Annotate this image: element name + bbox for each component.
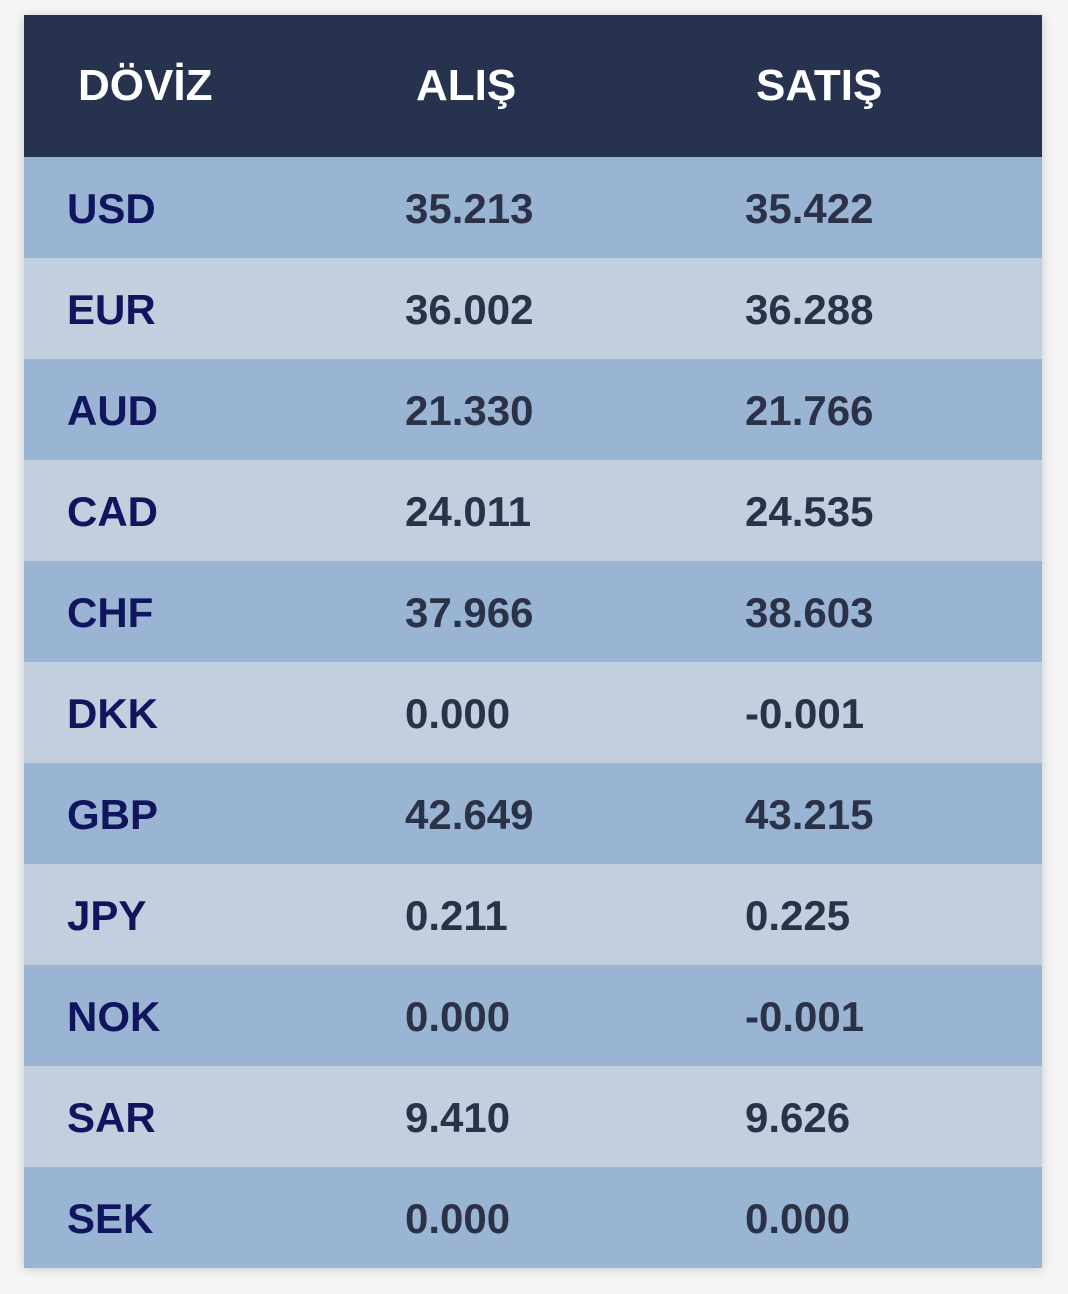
sell-rate: -0.001 <box>745 993 865 1040</box>
exchange-rate-table: DÖVİZ ALIŞ SATIŞ USD 35.213 35.422 EUR 3… <box>24 15 1042 1268</box>
buy-rate: 0.000 <box>405 1195 511 1242</box>
currency-code: JPY <box>67 892 147 939</box>
sell-rate: 38.603 <box>745 589 874 636</box>
table-row: JPY 0.211 0.225 <box>24 864 1042 965</box>
currency-code: CAD <box>67 488 158 535</box>
currency-code: USD <box>67 185 156 232</box>
header-sell: SATIŞ <box>756 61 883 110</box>
table-row: GBP 42.649 43.215 <box>24 763 1042 864</box>
currency-code: NOK <box>67 993 161 1040</box>
header-currency: DÖVİZ <box>78 61 213 110</box>
table-row: DKK 0.000 -0.001 <box>24 662 1042 763</box>
currency-code: EUR <box>67 286 156 333</box>
table-row: CHF 37.966 38.603 <box>24 561 1042 662</box>
currency-code: AUD <box>67 387 158 434</box>
table-row: USD 35.213 35.422 <box>24 157 1042 258</box>
header-buy: ALIŞ <box>416 61 517 110</box>
buy-rate: 35.213 <box>405 185 534 232</box>
sell-rate: -0.001 <box>745 690 865 737</box>
table-row: NOK 0.000 -0.001 <box>24 965 1042 1066</box>
buy-rate: 21.330 <box>405 387 534 434</box>
currency-code: DKK <box>67 690 158 737</box>
sell-rate: 43.215 <box>745 791 874 838</box>
buy-rate: 42.649 <box>405 791 534 838</box>
sell-rate: 24.535 <box>745 488 874 535</box>
currency-code: SEK <box>67 1195 154 1242</box>
sell-rate: 35.422 <box>745 185 874 232</box>
table-row: CAD 24.011 24.535 <box>24 460 1042 561</box>
buy-rate: 0.000 <box>405 993 511 1040</box>
buy-rate: 9.410 <box>405 1094 511 1141</box>
buy-rate: 0.211 <box>405 892 508 939</box>
table-row: SEK 0.000 0.000 <box>24 1167 1042 1268</box>
table-row: EUR 36.002 36.288 <box>24 258 1042 359</box>
sell-rate: 9.626 <box>745 1094 851 1141</box>
sell-rate: 21.766 <box>745 387 874 434</box>
sell-rate: 0.225 <box>745 892 851 939</box>
table-row: SAR 9.410 9.626 <box>24 1066 1042 1167</box>
currency-code: GBP <box>67 791 159 838</box>
buy-rate: 24.011 <box>405 488 532 535</box>
table-row: AUD 21.330 21.766 <box>24 359 1042 460</box>
buy-rate: 0.000 <box>405 690 511 737</box>
sell-rate: 0.000 <box>745 1195 851 1242</box>
buy-rate: 37.966 <box>405 589 534 636</box>
currency-code: SAR <box>67 1094 156 1141</box>
currency-code: CHF <box>67 589 154 636</box>
table-header: DÖVİZ ALIŞ SATIŞ <box>24 15 1042 157</box>
buy-rate: 36.002 <box>405 286 534 333</box>
sell-rate: 36.288 <box>745 286 874 333</box>
